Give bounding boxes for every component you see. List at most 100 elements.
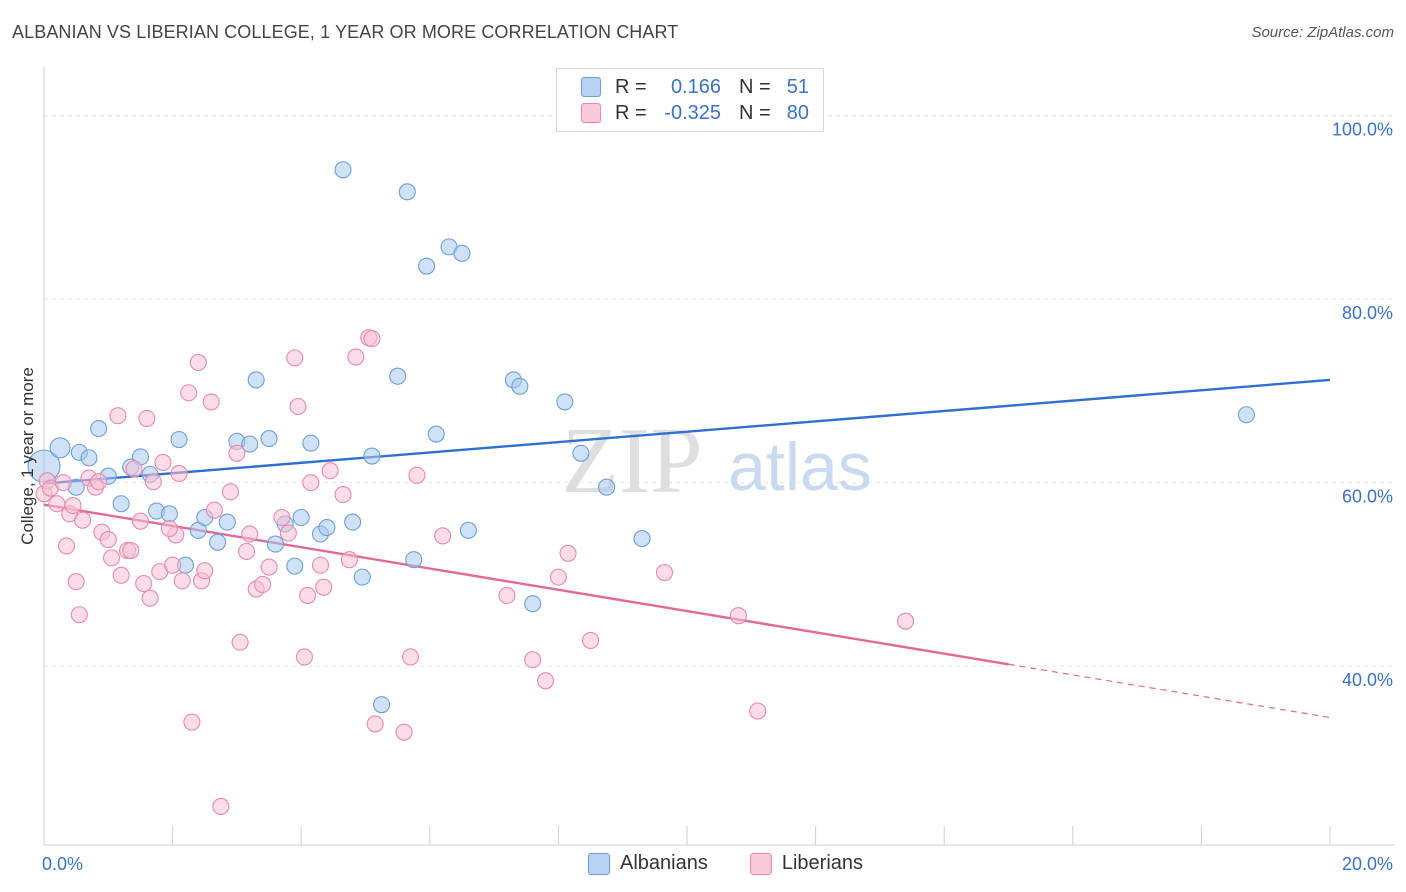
liberian-point [524,651,542,669]
albanian-point [389,367,407,385]
tick-labels: 40.0% 60.0% 80.0% 100.0% 0.0% 20.0% [42,120,1393,874]
liberian-point [202,393,220,411]
r-label: R = [615,75,647,98]
liberian-point [260,558,278,576]
albanian-point [633,530,651,548]
albanian-point [459,521,477,539]
liberian-point [729,607,747,625]
albanian-point [334,161,352,179]
albanian-point [556,393,574,411]
albanian-point [112,495,130,513]
legend-row-albanians: R = 0.166 N = 51 [581,74,809,100]
liberian-point [395,723,413,741]
legend-row-liberians: R = -0.325 N = 80 [581,100,809,126]
albanian-point [292,508,310,527]
liberian-point [102,549,121,567]
y-axis-label: College, 1 year or more [18,367,37,545]
liberian-point [144,473,162,491]
liberian-point [302,474,320,492]
albanian-point [453,244,471,262]
source-label: Source: ZipAtlas.com [1251,24,1394,41]
liberian-point [160,519,178,538]
liberian-point [241,525,259,543]
liberian-point [237,542,256,560]
albanian-point [209,533,227,551]
r-value: -0.325 [664,101,721,124]
albanian-point [598,478,616,496]
liberian-point [90,473,108,491]
watermark-zip: ZIP [562,409,703,513]
liberian-point [221,483,240,501]
legend-item-albanians[interactable]: Albanians [588,852,708,875]
liberian-trend-extension [1008,663,1331,719]
x-tick-label-max: 20.0% [1342,854,1393,874]
n-label: N = [739,75,771,98]
liberian-point [655,563,674,582]
albanian-point [80,449,98,467]
legend-item-liberians[interactable]: Liberians [749,852,864,875]
albanian-point [218,513,236,531]
liberian-point [231,633,249,651]
liberian-point [581,631,600,649]
albanian-point [427,425,445,443]
liberian-point [228,444,246,462]
liberian-point [67,573,85,591]
n-label: N = [739,101,771,124]
liberian-point [289,397,307,416]
albanian-point [90,419,108,438]
data-points [27,161,1255,816]
series-legend: Albanians Liberians [588,852,905,875]
watermark-atlas: atlas [728,429,872,505]
liberian-point [749,702,767,720]
liberian-point [57,537,76,555]
liberian-point [180,384,198,402]
liberian-point [897,612,915,630]
albanian-point [266,535,285,553]
albanian-point [405,551,423,569]
liberian-point [109,407,127,425]
liberian-point [70,606,88,624]
liberian-point [366,715,384,733]
n-value: 80 [786,101,809,124]
albanian-point [373,696,391,714]
legend-label-liberians: Liberians [781,852,864,874]
liberian-point [347,348,365,366]
albanian-point [247,371,265,389]
liberian-point [99,530,117,549]
y-tick-label: 80.0% [1342,303,1393,323]
albanian-point [286,557,304,575]
watermark: ZIP atlas [562,409,872,513]
liberian-point [536,672,555,690]
liberian-point [54,474,72,492]
albanian-point [524,595,542,613]
liberian-point [279,524,297,542]
axes [43,67,1394,846]
correlation-legend: R = 0.166 N = 51 R = -0.325 N = 80 [556,68,824,132]
albanian-point [418,257,436,275]
y-tick-label: 100.0% [1332,120,1393,140]
liberian-point [559,544,577,562]
liberian-point [112,566,130,584]
liberian-point [196,562,214,580]
legend-label-albanians: Albanians [620,852,708,874]
y-tick-label: 40.0% [1342,670,1393,690]
liberian-point [183,713,201,731]
liberian-point [498,586,516,605]
albanian-point [49,437,71,459]
liberian-point [311,556,330,574]
liberians-swatch [749,852,772,875]
albanian-point [572,444,590,462]
liberian-point [340,551,358,569]
liberian-point [170,464,188,483]
liberian-point [408,466,426,484]
albanian-trend-line [43,378,1331,485]
liberian-point [212,797,230,816]
liberian-point [122,541,140,560]
y-tick-label: 60.0% [1342,487,1393,507]
albanian-point [302,434,320,452]
r-label: R = [615,101,647,124]
albanian-point [344,513,362,531]
albanian-point [353,568,371,586]
liberian-point [74,511,92,529]
